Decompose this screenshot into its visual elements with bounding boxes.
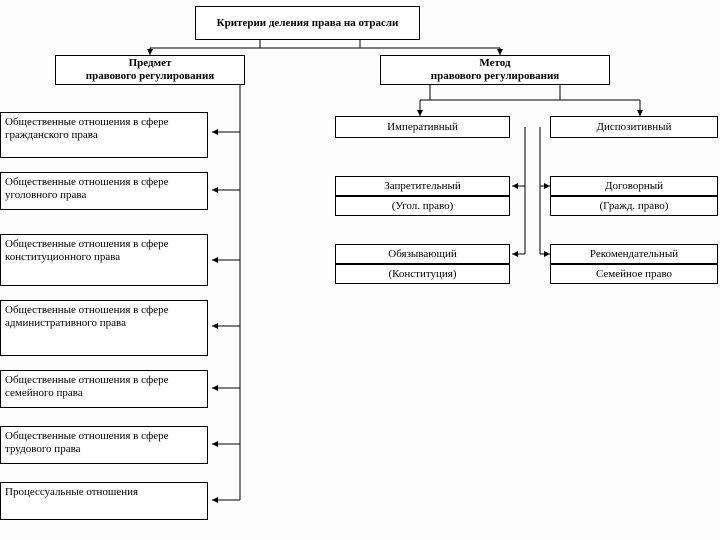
left-item-label: Общественные отношения в сфере конституц… — [5, 238, 203, 263]
right-head-box: Метод правового регулирования — [380, 55, 610, 85]
mid-item-2: (Угол. право) — [335, 196, 510, 216]
mid-item-1: Запретительный — [335, 176, 510, 196]
left-item-label: Общественные отношения в сфере уголовног… — [5, 176, 203, 201]
mid-item-label: Запретительный — [384, 180, 461, 193]
right-item-1: Договорный — [550, 176, 718, 196]
left-item-label: Общественные отношения в сфере семейного… — [5, 374, 203, 399]
right-item-label: Рекомендательный — [590, 248, 678, 261]
left-item-2: Общественные отношения в сфере конституц… — [0, 234, 208, 286]
left-head-box: Предмет правового регулирования — [55, 55, 245, 85]
left-item-label: Процессуальные отношения — [5, 486, 138, 499]
left-item-label: Общественные отношения в сфере администр… — [5, 304, 203, 329]
right-item-3: Рекомендательный — [550, 244, 718, 264]
root-label: Критерии деления права на отрасли — [217, 17, 399, 30]
left-item-1: Общественные отношения в сфере уголовног… — [0, 172, 208, 210]
left-item-3: Общественные отношения в сфере администр… — [0, 300, 208, 356]
mid-item-0: Императивный — [335, 116, 510, 138]
root-box: Критерии деления права на отрасли — [195, 6, 420, 40]
mid-item-label: (Угол. право) — [392, 200, 454, 213]
left-item-5: Общественные отношения в сфере трудового… — [0, 426, 208, 464]
mid-item-label: (Конституция) — [388, 268, 456, 281]
mid-item-label: Императивный — [387, 121, 458, 134]
right-item-0: Диспозитивный — [550, 116, 718, 138]
right-item-4: Семейное право — [550, 264, 718, 284]
right-item-label: Диспозитивный — [597, 121, 672, 134]
mid-item-label: Обязывающий — [388, 248, 456, 261]
left-item-4: Общественные отношения в сфере семейного… — [0, 370, 208, 408]
right-item-label: Договорный — [605, 180, 663, 193]
left-head-label: Предмет правового регулирования — [86, 57, 215, 82]
right-item-2: (Гражд. право) — [550, 196, 718, 216]
left-item-6: Процессуальные отношения — [0, 482, 208, 520]
left-item-label: Общественные отношения в сфере гражданск… — [5, 116, 203, 141]
left-item-0: Общественные отношения в сфере гражданск… — [0, 112, 208, 158]
mid-item-3: Обязывающий — [335, 244, 510, 264]
mid-item-4: (Конституция) — [335, 264, 510, 284]
left-item-label: Общественные отношения в сфере трудового… — [5, 430, 203, 455]
right-item-label: Семейное право — [596, 268, 672, 281]
right-item-label: (Гражд. право) — [600, 200, 669, 213]
right-head-label: Метод правового регулирования — [431, 57, 560, 82]
